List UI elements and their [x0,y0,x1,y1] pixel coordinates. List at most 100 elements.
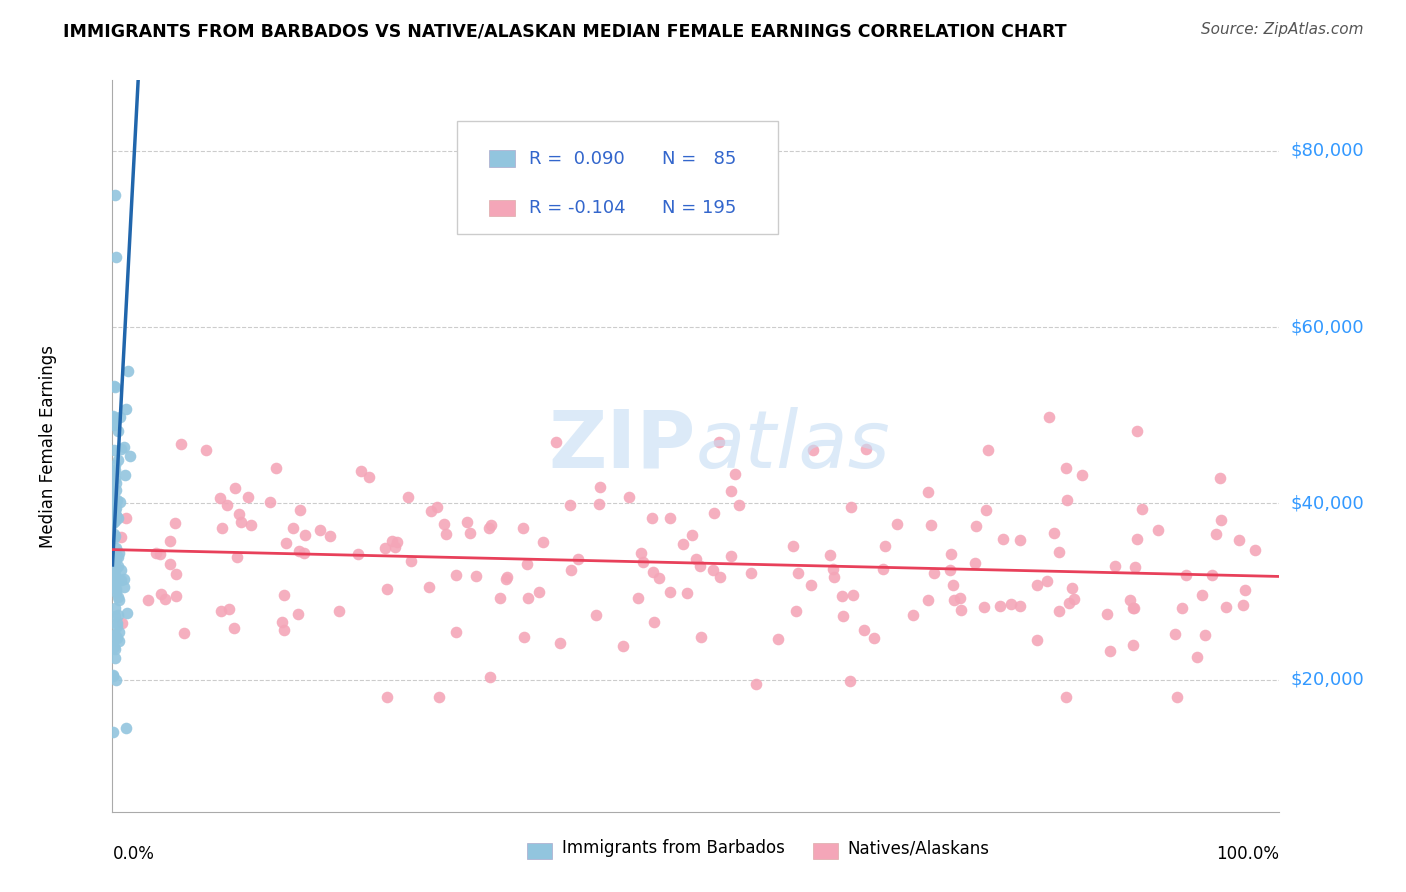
Point [104,574,127,589]
Point [396,490,419,504]
Point [104,508,127,522]
Point [991,532,1014,546]
Point [224,481,246,495]
Point [194,443,217,458]
Point [104,514,127,528]
Point [1010,533,1032,548]
Point [328,604,350,618]
Point [240,517,263,532]
Text: Immigrants from Barbados: Immigrants from Barbados [562,839,785,857]
Point [800,578,823,592]
Point [104,463,127,477]
Point [676,586,699,600]
Point [149,547,172,561]
Point [104,627,127,641]
Point [153,591,176,606]
Point [973,600,995,615]
Point [659,585,682,599]
Point [170,437,193,451]
Point [103,580,125,594]
Point [855,442,877,456]
Point [103,574,125,588]
Point [110,531,132,545]
Point [612,639,634,653]
Point [703,506,725,520]
Text: Source: ZipAtlas.com: Source: ZipAtlas.com [1201,22,1364,37]
Point [259,495,281,509]
Point [1211,513,1233,527]
Point [516,557,538,571]
Point [101,486,124,500]
Point [110,563,132,577]
Point [588,497,610,511]
Point [292,545,315,559]
Point [104,601,127,615]
Point [104,609,127,624]
Point [1147,523,1170,537]
Point [114,468,136,483]
Point [976,443,998,458]
Point [818,549,841,563]
Point [283,521,305,535]
Point [104,493,127,508]
Point [1054,461,1077,475]
Point [745,676,768,690]
Point [101,668,124,682]
Point [209,491,232,506]
Point [560,498,582,512]
Point [965,519,987,533]
Point [101,482,124,496]
Point [1215,600,1237,615]
FancyBboxPatch shape [527,843,553,859]
Point [458,526,481,541]
Point [1201,567,1223,582]
Point [496,570,519,584]
Point [107,424,129,438]
Point [1123,601,1146,615]
Point [381,534,404,549]
Point [942,577,965,591]
Point [1063,592,1085,607]
Point [103,531,125,545]
Point [294,528,316,542]
Point [136,593,159,607]
Point [1095,607,1118,621]
Point [104,582,127,596]
Point [103,417,125,432]
Point [287,607,309,622]
Point [801,443,824,458]
Point [1000,597,1022,611]
Point [567,551,589,566]
Point [111,616,134,631]
Point [1209,471,1232,485]
Point [724,467,747,481]
Text: R =  0.090: R = 0.090 [529,150,624,168]
Point [426,500,449,514]
Point [873,540,896,554]
Point [949,591,972,606]
Point [165,589,187,603]
Point [103,443,125,458]
Point [231,515,253,529]
Point [117,364,139,378]
Point [101,501,124,516]
Point [375,582,398,596]
Point [309,523,332,537]
Point [374,541,396,556]
Point [105,584,128,599]
Point [110,573,132,587]
Point [1043,525,1066,540]
Point [104,187,127,202]
Point [108,625,131,640]
Point [446,567,468,582]
Point [702,563,724,577]
Point [110,442,132,456]
Point [107,590,129,604]
Point [1125,559,1147,574]
Point [862,631,884,645]
Point [941,547,963,561]
Point [107,559,129,574]
Point [1166,690,1188,705]
Point [922,566,945,580]
Point [685,551,707,566]
